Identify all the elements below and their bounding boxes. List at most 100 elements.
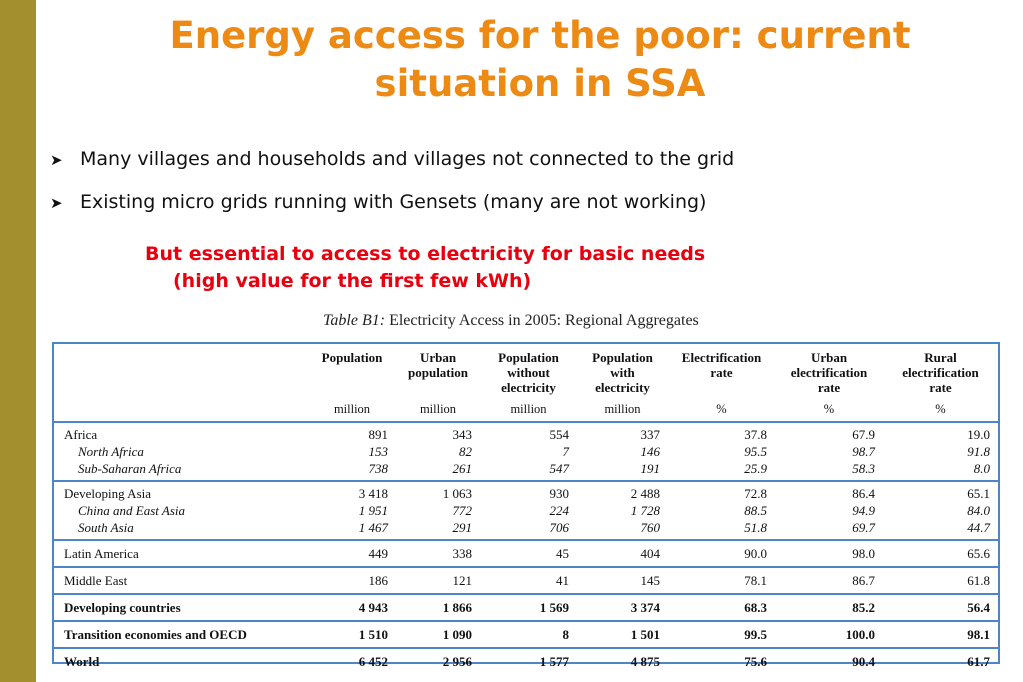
table-cell: 68.3	[668, 593, 775, 621]
table-cell: 100.0	[775, 620, 883, 648]
table-cell: 1 510	[308, 620, 396, 648]
region-name: Africa	[64, 427, 98, 442]
region-name: Transition economies and OECD	[54, 620, 308, 648]
column-header: Population	[308, 344, 396, 400]
table-units-row: million million million million%%%	[54, 400, 998, 423]
table-cell: 67.9	[852, 427, 875, 442]
table-cell: 19.0	[967, 427, 990, 442]
table-cell: 1 577	[480, 647, 577, 674]
table-row: Middle East 186 121 41 145 78.1 86.7 61.8	[54, 566, 998, 594]
column-unit: million	[577, 400, 668, 423]
column-header-line: rate	[817, 380, 841, 395]
column-header: Electrification rate	[668, 344, 775, 400]
electricity-access-table: Population Urban population Population witho…	[52, 342, 1000, 674]
table-cell: 1 063	[396, 480, 480, 502]
column-header-line: population	[408, 365, 468, 380]
table-row: Transition economies and OECD 1 510 1 090 8…	[54, 620, 998, 648]
column-unit: million	[308, 400, 396, 423]
table-cell: 98.0	[775, 539, 883, 567]
region-name: Latin America	[54, 539, 308, 567]
column-header-line: Electrification	[681, 350, 762, 365]
table-cell: 86.4	[775, 480, 883, 502]
slide-title-line-2: situation in SSA	[374, 62, 706, 105]
data-table: Population Urban population Population witho…	[54, 344, 998, 674]
table-cell: 56.4	[883, 593, 998, 621]
table-cell: 90.0	[668, 539, 775, 567]
table-cell: 1 951	[358, 503, 388, 518]
table-cell: 58.3	[852, 461, 875, 476]
table-cell: 7	[562, 444, 570, 459]
table-cell: 94.9	[852, 503, 875, 518]
table-cell: 772	[452, 503, 473, 518]
table-row: Latin America 449 338 45 404 90.0 98.0 65.6	[54, 539, 998, 567]
table-cell: 61.8	[883, 566, 998, 594]
region-name: North Africa	[78, 444, 144, 459]
column-header-line: with	[610, 365, 635, 380]
table-cell: 1 467	[358, 520, 388, 535]
table-cell: 4 943	[308, 593, 396, 621]
table-row: Africa 891 343 554 337 37.8 67.9 19.0	[54, 422, 998, 443]
table-cell: 6 452	[308, 647, 396, 674]
table-cell: 547	[549, 461, 570, 476]
emphasis-note: But essential to access to electricity f…	[145, 241, 705, 295]
column-header-line: Rural	[924, 350, 957, 365]
column-unit: %	[883, 400, 998, 423]
table-cell: 891	[368, 427, 389, 442]
table-cell: 4 875	[577, 647, 668, 674]
table-cell: 99.5	[668, 620, 775, 648]
table-cell: 78.1	[668, 566, 775, 594]
column-header-line: Population	[498, 350, 559, 365]
table-cell: 88.5	[744, 503, 767, 518]
region-name: Middle East	[54, 566, 308, 594]
emphasis-line-1: But essential to access to electricity f…	[145, 243, 706, 265]
region-name: South Asia	[78, 520, 134, 535]
table-cell: 738	[368, 461, 389, 476]
table-cell: 261	[452, 461, 473, 476]
table-cell: 930	[480, 480, 577, 502]
table-cell: 82	[459, 444, 472, 459]
table-cell: 84.0	[967, 503, 990, 518]
table-cell: 51.8	[744, 520, 767, 535]
table-caption-label: Table B1:	[323, 312, 386, 329]
table-cell: 95.5	[744, 444, 767, 459]
bullet-item-2: ➤ Existing micro grids running with Gense…	[50, 191, 706, 213]
table-cell: 98.7	[852, 444, 875, 459]
table-cell: 65.1	[883, 480, 998, 502]
column-header-line: electrification	[902, 365, 979, 380]
column-unit: million	[396, 400, 480, 423]
column-header-line: electricity	[501, 380, 556, 395]
arrowhead-bullet-icon: ➤	[50, 194, 63, 212]
column-header-line: rate	[929, 380, 952, 395]
arrowhead-bullet-icon: ➤	[50, 151, 63, 169]
table-row: Developing countries 4 943 1 866 1 569 3 374…	[54, 593, 998, 621]
table-cell: 2 956	[396, 647, 480, 674]
table-cell: 2 488	[577, 480, 668, 502]
table-cell: 186	[308, 566, 396, 594]
table-cell: 3 374	[577, 593, 668, 621]
table-cell: 224	[549, 503, 570, 518]
table-caption: Table B1: Electricity Access in 2005: Re…	[323, 312, 699, 330]
column-header: Urban electrification rate	[775, 344, 883, 400]
table-row: World 6 452 2 956 1 577 4 875 75.6 90.4 61.7	[54, 647, 998, 674]
table-cell: 1 501	[577, 620, 668, 648]
region-name: China and East Asia	[78, 503, 186, 518]
region-name: World	[54, 647, 308, 674]
column-header-line: without	[507, 365, 550, 380]
table-cell: 65.6	[883, 539, 998, 567]
table-caption-text: Electricity Access in 2005: Regional Agg…	[389, 312, 699, 329]
region-name: Developing Asia	[54, 480, 308, 502]
table-row: North Africa 153 82 7 146 95.5 98.7 91.8	[54, 443, 998, 460]
table-cell: 337	[640, 427, 661, 442]
table-cell: 44.7	[967, 520, 990, 535]
table-cell: 1 090	[396, 620, 480, 648]
table-cell: 191	[640, 461, 661, 476]
bullet-item-1: ➤ Many villages and households and villag…	[50, 148, 734, 170]
table-cell: 1 728	[630, 503, 660, 518]
table-cell: 706	[549, 520, 570, 535]
bullet-text: Existing micro grids running with Genset…	[80, 191, 707, 213]
table-cell: 343	[452, 427, 473, 442]
table-cell: 41	[480, 566, 577, 594]
column-header: Population with electricity	[577, 344, 668, 400]
table-cell: 449	[308, 539, 396, 567]
table-cell: 91.8	[967, 444, 990, 459]
